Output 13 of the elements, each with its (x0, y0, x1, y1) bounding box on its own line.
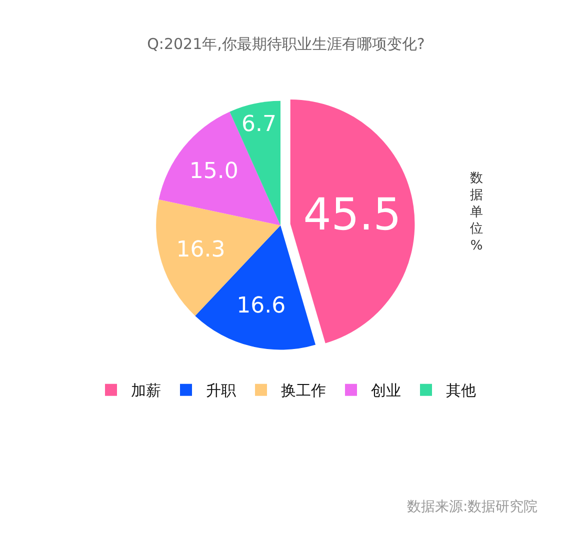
data-label: 15.0 (189, 159, 238, 184)
data-label: 6.7 (242, 112, 276, 138)
data-label: 16.6 (236, 294, 286, 319)
data-label: 45.5 (303, 190, 402, 241)
legend-label: 加薪 (131, 382, 161, 400)
data-label: 16.3 (176, 238, 226, 263)
legend-label: 创业 (371, 382, 401, 400)
source-note: 数据来源:数据研究院 (407, 499, 538, 515)
legend-label: 升职 (206, 382, 236, 400)
legend-label: 其他 (446, 382, 476, 400)
text: 数据单位 % (470, 171, 483, 254)
legend-label: 换工作 (281, 382, 326, 400)
chart-title: Q:2021年,你最期待职业生涯有哪项变化? (147, 34, 425, 53)
